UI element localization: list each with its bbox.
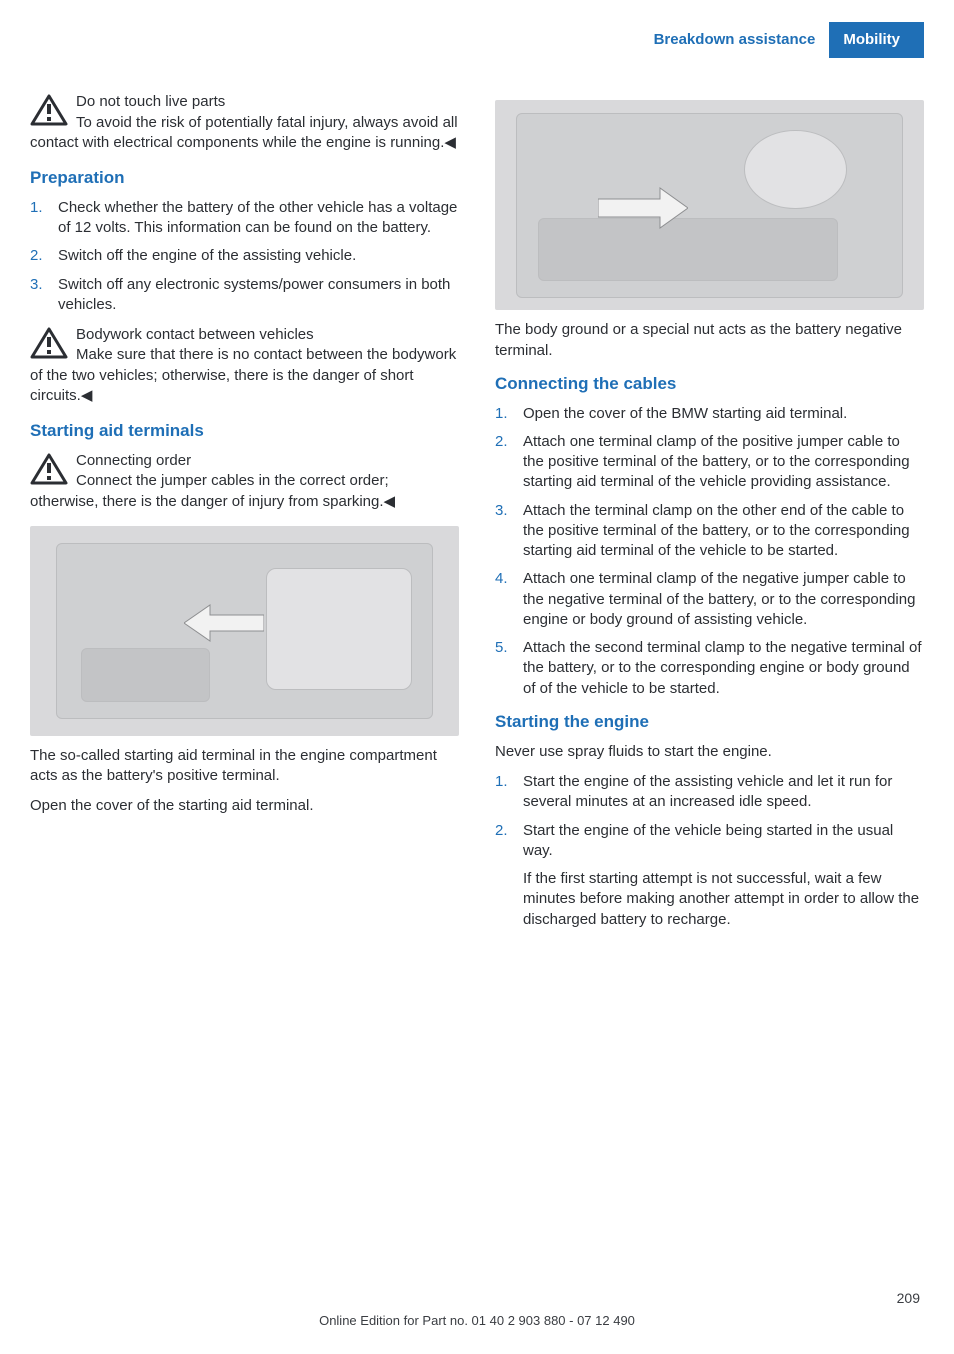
warning-body: Make sure that there is no contact betwe… xyxy=(30,346,456,404)
preparation-list: 1. Check whether the battery of the other… xyxy=(30,198,459,315)
intro-text: Never use spray fluids to start the engi… xyxy=(495,742,924,762)
list-item: 2. Start the engine of the vehicle being… xyxy=(495,821,924,930)
list-text: Attach the second terminal clamp to the … xyxy=(523,639,922,697)
list-number: 1. xyxy=(495,404,508,424)
warning-title: Connecting order xyxy=(76,452,191,469)
warning-icon xyxy=(30,327,68,359)
list-item: 1. Start the engine of the assisting vehi… xyxy=(495,772,924,813)
list-text: Switch off any electronic systems/power … xyxy=(58,276,450,313)
list-text: Start the engine of the assisting vehicl… xyxy=(523,773,892,810)
list-text: Start the engine of the vehicle being st… xyxy=(523,822,893,859)
right-column: The body ground or a special nut acts as… xyxy=(495,92,924,940)
warning-body: To avoid the risk of potentially fatal i… xyxy=(30,114,458,151)
warning-icon xyxy=(30,94,68,126)
header-section: Breakdown assistance xyxy=(640,22,830,58)
starting-engine-list: 1. Start the engine of the assisting vehi… xyxy=(495,772,924,930)
list-text: Attach one terminal clamp of the negativ… xyxy=(523,570,915,628)
warning-live-parts: Do not touch live parts To avoid the ris… xyxy=(30,92,459,153)
warning-bodywork: Bodywork contact between vehicles Make s… xyxy=(30,325,459,406)
list-number: 3. xyxy=(495,501,508,521)
list-text: Open the cover of the BMW starting aid t… xyxy=(523,405,847,422)
list-text: Attach the terminal clamp on the other e… xyxy=(523,502,910,560)
list-item: 4. Attach one terminal clamp of the negat… xyxy=(495,569,924,630)
list-item: 3. Switch off any electronic systems/powe… xyxy=(30,275,459,316)
heading-preparation: Preparation xyxy=(30,167,459,190)
left-column: Do not touch live parts To avoid the ris… xyxy=(30,92,459,940)
page-header: Breakdown assistance Mobility xyxy=(30,0,924,58)
warning-title: Do not touch live parts xyxy=(76,93,225,110)
list-text: Check whether the battery of the other v… xyxy=(58,199,457,236)
list-number: 2. xyxy=(495,432,508,452)
list-number: 3. xyxy=(30,275,43,295)
figure-caption: The so-called starting aid terminal in t… xyxy=(30,746,459,787)
list-number: 5. xyxy=(495,638,508,658)
figure-positive-terminal xyxy=(30,526,459,736)
figure-caption: Open the cover of the starting aid termi… xyxy=(30,796,459,816)
warning-icon xyxy=(30,453,68,485)
warning-connecting-order: Connecting order Connect the jumper cabl… xyxy=(30,451,459,512)
warning-body: Connect the jumper cables in the correct… xyxy=(30,472,395,509)
list-number: 2. xyxy=(495,821,508,841)
list-trailer: If the first starting attempt is not suc… xyxy=(523,869,924,930)
arrow-icon xyxy=(598,184,688,232)
list-item: 1. Open the cover of the BMW starting aid… xyxy=(495,404,924,424)
list-number: 1. xyxy=(30,198,43,218)
list-number: 1. xyxy=(495,772,508,792)
heading-starting-engine: Starting the engine xyxy=(495,711,924,734)
connecting-list: 1. Open the cover of the BMW starting aid… xyxy=(495,404,924,699)
list-item: 2. Attach one terminal clamp of the posit… xyxy=(495,432,924,493)
figure-caption: The body ground or a special nut acts as… xyxy=(495,320,924,361)
header-chapter: Mobility xyxy=(829,22,924,58)
figure-negative-terminal xyxy=(495,100,924,310)
list-number: 2. xyxy=(30,246,43,266)
list-text: Attach one terminal clamp of the positiv… xyxy=(523,433,910,491)
list-item: 2. Switch off the engine of the assisting… xyxy=(30,246,459,266)
heading-starting-aid: Starting aid terminals xyxy=(30,420,459,443)
list-item: 1. Check whether the battery of the other… xyxy=(30,198,459,239)
heading-connecting-cables: Connecting the cables xyxy=(495,373,924,396)
arrow-icon xyxy=(184,601,264,645)
warning-title: Bodywork contact between vehicles xyxy=(76,326,314,343)
footer-edition: Online Edition for Part no. 01 40 2 903 … xyxy=(0,1312,954,1330)
list-number: 4. xyxy=(495,569,508,589)
list-item: 5. Attach the second terminal clamp to th… xyxy=(495,638,924,699)
page-number: 209 xyxy=(897,1289,920,1308)
list-item: 3. Attach the terminal clamp on the other… xyxy=(495,501,924,562)
list-text: Switch off the engine of the assisting v… xyxy=(58,247,356,264)
